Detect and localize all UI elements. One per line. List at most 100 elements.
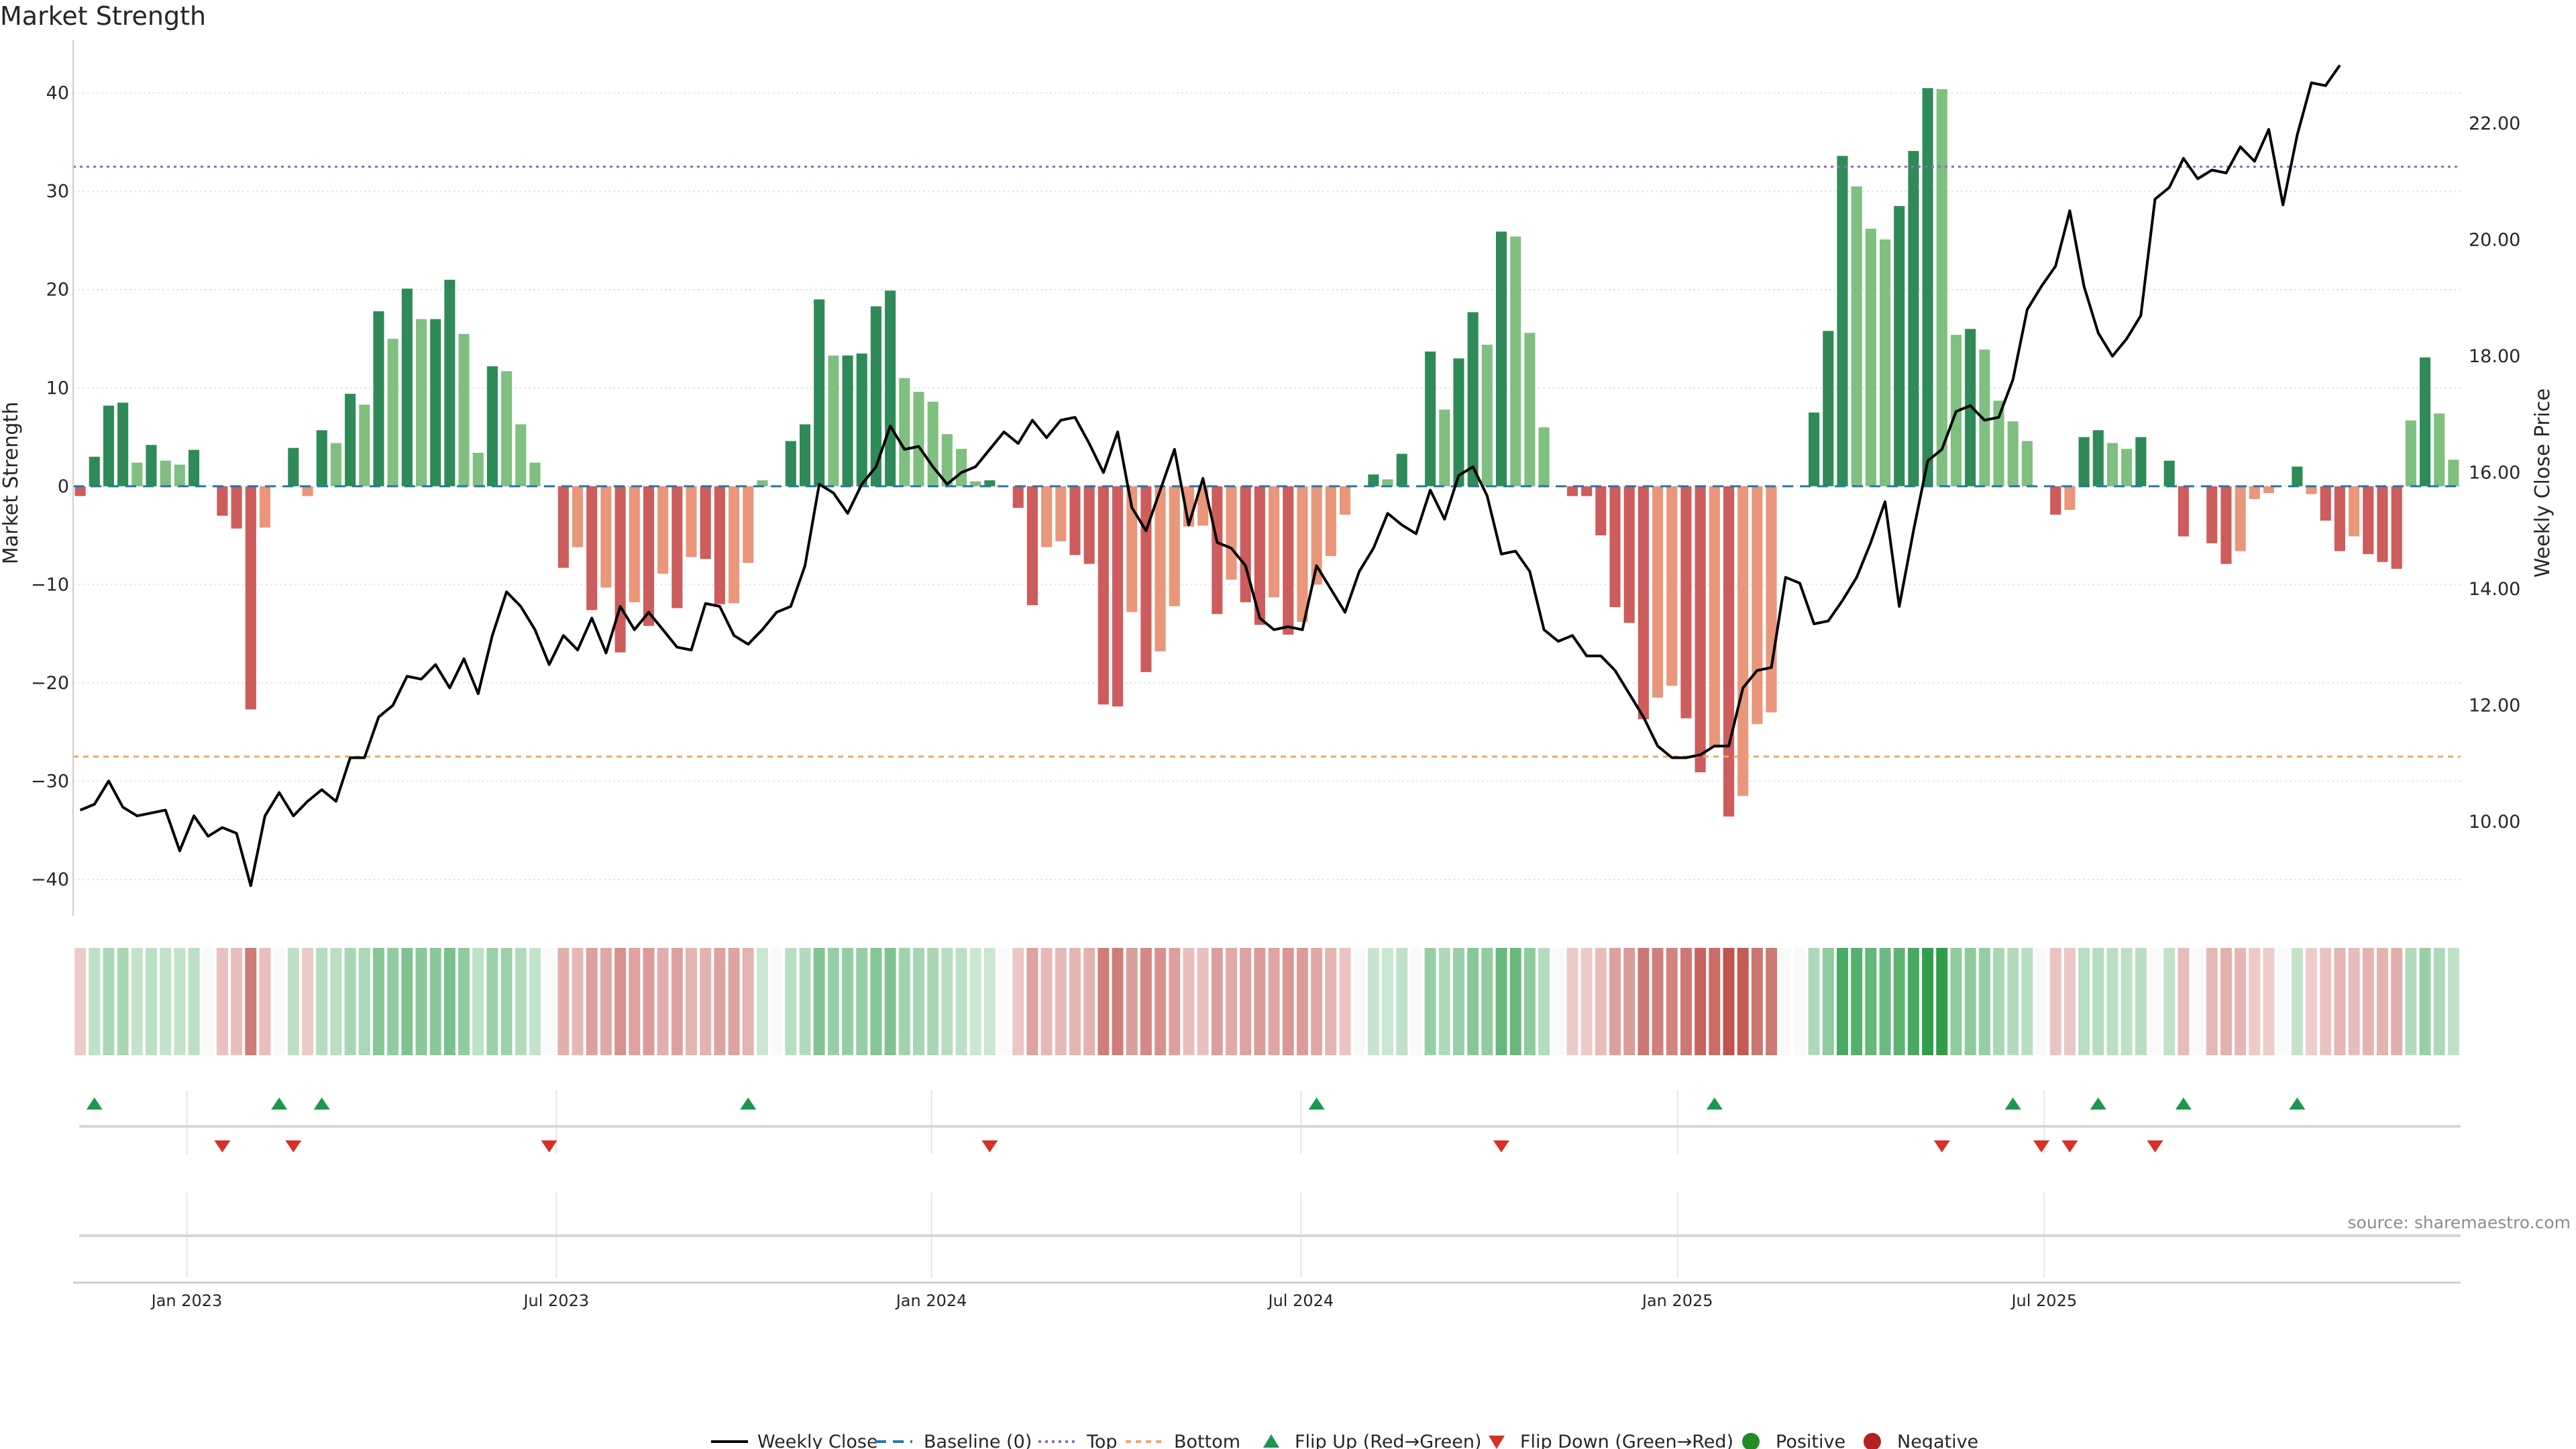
flip-up-marker [86, 1097, 103, 1110]
strength-bar [1737, 486, 1749, 796]
heat-cell [2320, 948, 2332, 1055]
strength-bar [2121, 449, 2133, 486]
heat-cell [515, 948, 527, 1055]
y-left-tick-label: −10 [31, 574, 69, 595]
strength-bar [2092, 430, 2104, 486]
heat-cell [2405, 948, 2417, 1055]
heat-cell [1226, 948, 1238, 1055]
heat-cell [1523, 948, 1536, 1055]
y-left-tick-label: −20 [31, 673, 69, 694]
strength-bar [2220, 486, 2232, 564]
strength-bar [757, 480, 768, 486]
y-left-tick-label: 20 [46, 280, 69, 301]
strength-bar [557, 486, 569, 568]
heat-cell [969, 948, 981, 1055]
flip-up-marker [2289, 1097, 2306, 1110]
strength-bar [1922, 88, 1933, 486]
heat-cell [259, 948, 271, 1055]
heat-cell [2277, 948, 2289, 1055]
flip-up-marker [740, 1097, 757, 1110]
heat-cell [1865, 948, 1877, 1055]
heat-cell [2021, 948, 2033, 1055]
strength-bar [1112, 486, 1124, 707]
strength-bar [2206, 486, 2218, 543]
strength-bar [1823, 331, 1834, 486]
heat-cell [714, 948, 726, 1055]
strength-bar [2263, 486, 2275, 494]
strength-bar [288, 447, 299, 486]
flip-down-marker [2061, 1140, 2078, 1152]
heat-cell [330, 948, 342, 1055]
heat-cell [1851, 948, 1863, 1055]
strength-bar [1339, 486, 1351, 515]
strength-bar [899, 378, 910, 486]
heat-cell [202, 948, 214, 1055]
heat-cell [74, 948, 87, 1055]
grid-layer [73, 92, 2461, 1278]
strength-bar [1097, 486, 1109, 705]
flip-markers [79, 1097, 2461, 1237]
strength-bar [2419, 357, 2431, 486]
strength-bar [814, 299, 825, 486]
heat-cell [1040, 948, 1053, 1055]
heat-cell [287, 948, 299, 1055]
heat-cell [1964, 948, 1976, 1055]
strength-bar [1723, 486, 1735, 817]
strength-bar [1269, 486, 1280, 598]
strength-bar [1752, 486, 1763, 724]
heat-cell [103, 948, 115, 1055]
heat-cell [1695, 948, 1707, 1055]
heat-cell [898, 948, 910, 1055]
heat-cell [2433, 948, 2445, 1055]
strength-bar [2391, 486, 2402, 569]
strength-bar [1481, 344, 1493, 486]
strength-bar [1126, 486, 1138, 612]
strength-bar [529, 462, 541, 486]
strength-bar [1709, 486, 1720, 748]
y-right-axis-label: Weekly Close Price [2531, 388, 2555, 578]
heat-cell [1538, 948, 1550, 1055]
flip-down-marker [1493, 1140, 1510, 1152]
heat-cell [1751, 948, 1763, 1055]
heat-cell [1879, 948, 1891, 1055]
legend-swatch-flip-down-icon [1489, 1436, 1505, 1449]
heat-cell [2121, 948, 2133, 1055]
heat-cell [2092, 948, 2104, 1055]
heat-cell [1069, 948, 1081, 1055]
heat-cell [557, 948, 570, 1055]
strength-bar [714, 486, 725, 604]
strength-bar [856, 353, 867, 486]
strength-bar [2434, 413, 2445, 486]
strength-bar [1680, 486, 1692, 718]
heat-cell [1211, 948, 1223, 1055]
heat-cell [1766, 948, 1778, 1055]
heat-cell [1808, 948, 1820, 1055]
strength-bar [2163, 460, 2175, 486]
strength-bar [231, 486, 242, 529]
heat-cell [273, 948, 285, 1055]
strength-bar [672, 486, 683, 608]
heat-cell [813, 948, 825, 1055]
heat-cell [1424, 948, 1436, 1055]
heat-cell [1353, 948, 1365, 1055]
strength-bar [970, 481, 981, 486]
heat-cell [1140, 948, 1152, 1055]
heat-cell [2291, 948, 2303, 1055]
heat-cell [1183, 948, 1195, 1055]
heat-cell [2078, 948, 2090, 1055]
heat-cell [771, 948, 783, 1055]
heat-cell [2007, 948, 2019, 1055]
strength-bar [131, 462, 143, 486]
legend-label: Flip Up (Red→Green) [1295, 1432, 1482, 1449]
heat-cell [2049, 948, 2061, 1055]
strength-bar [785, 441, 796, 486]
heat-cell [1737, 948, 1749, 1055]
heat-cell [2249, 948, 2261, 1055]
heat-cell [1609, 948, 1621, 1055]
flip-up-marker [2175, 1097, 2192, 1110]
heat-cell [89, 948, 101, 1055]
heat-cell [1623, 948, 1635, 1055]
heat-cell [1566, 948, 1578, 1055]
heat-cell [2192, 948, 2204, 1055]
